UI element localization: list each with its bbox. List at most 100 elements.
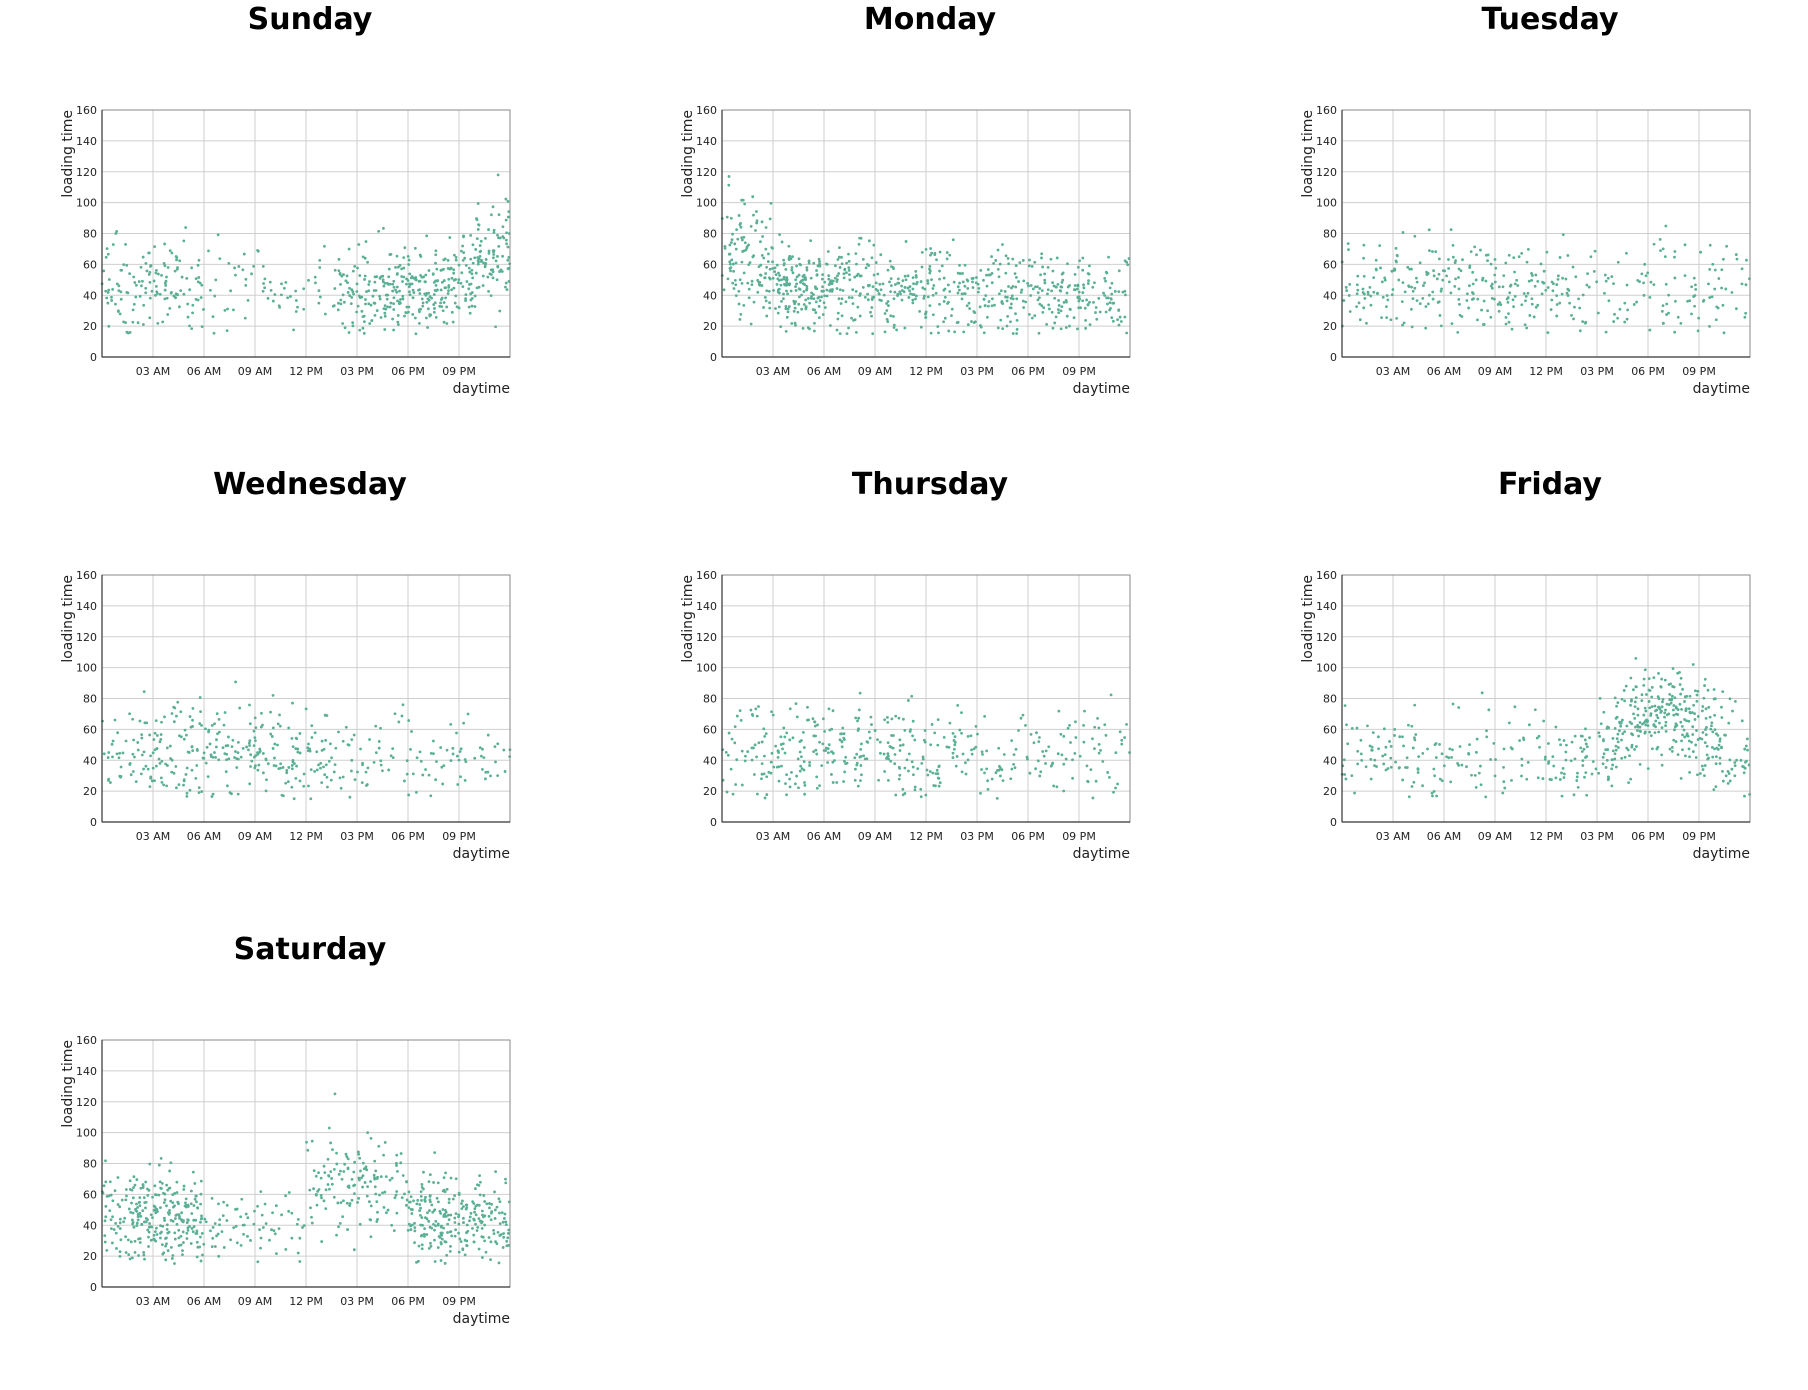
scatter-point: [883, 312, 887, 315]
scatter-point: [136, 1215, 140, 1219]
scatter-point: [378, 1193, 381, 1197]
scatter-point: [182, 1219, 185, 1222]
scatter-point: [159, 733, 163, 736]
scatter-point: [180, 275, 184, 279]
scatter-point: [802, 760, 806, 764]
scatter-point: [870, 298, 874, 301]
scatter-point: [130, 1256, 134, 1260]
scatter-point: [387, 267, 391, 271]
scatter-point: [933, 251, 937, 255]
scatter-point: [104, 1215, 108, 1219]
scatter-point: [276, 722, 280, 726]
scatter-point: [945, 257, 949, 261]
y-tick-label: 0: [1330, 816, 1337, 829]
scatter-point: [154, 293, 157, 297]
scatter-point: [117, 284, 121, 288]
scatter-point: [152, 279, 156, 283]
scatter-point: [413, 1229, 417, 1233]
scatter-point: [402, 256, 406, 259]
scatter-point: [896, 277, 900, 281]
scatter-point: [826, 250, 830, 253]
y-tick-label: 60: [1323, 723, 1337, 736]
scatter-point: [1664, 224, 1668, 228]
scatter-point: [1459, 269, 1463, 273]
scatter-point: [1671, 708, 1675, 712]
scatter-point: [1551, 755, 1555, 759]
scatter-point: [477, 1203, 481, 1207]
scatter-point: [236, 751, 240, 755]
scatter-point: [919, 787, 923, 791]
scatter-point: [757, 265, 761, 269]
scatter-point: [183, 728, 187, 732]
scatter-point: [135, 1221, 139, 1225]
x-tick-label: 06 PM: [391, 830, 425, 843]
y-tick-label: 140: [76, 135, 97, 148]
scatter-point: [408, 1200, 412, 1204]
scatter-point: [1411, 297, 1415, 301]
scatter-point: [1745, 759, 1748, 763]
x-tick-label: 06 PM: [1011, 830, 1045, 843]
scatter-point: [478, 250, 482, 254]
scatter-point: [491, 276, 495, 280]
scatter-point: [1670, 745, 1674, 749]
scatter-point: [778, 274, 782, 277]
scatter-point: [436, 1223, 440, 1227]
scatter-point: [1714, 762, 1718, 766]
scatter-point: [1572, 317, 1575, 321]
scatter-point: [147, 251, 151, 255]
scatter-point: [396, 272, 399, 275]
scatter-point: [1510, 747, 1514, 751]
scatter-point: [249, 765, 252, 768]
scatter-point: [1730, 291, 1734, 294]
scatter-point: [1494, 266, 1498, 270]
scatter-point: [1098, 310, 1102, 314]
scatter-point: [502, 1232, 505, 1235]
scatter-point: [1642, 677, 1646, 681]
scatter-point: [117, 309, 120, 313]
scatter-point: [1380, 280, 1384, 284]
scatter-point: [968, 307, 972, 310]
scatter-point: [755, 714, 759, 718]
scatter-point: [1578, 306, 1582, 310]
scatter-point: [113, 718, 117, 722]
scatter-point: [1592, 269, 1596, 273]
scatter-point: [966, 734, 970, 738]
scatter-point: [808, 327, 811, 331]
scatter-point: [796, 757, 800, 761]
scatter-point: [407, 305, 411, 309]
scatter-point: [753, 743, 757, 747]
scatter-point: [847, 326, 850, 330]
scatter-point: [475, 1229, 479, 1232]
scatter-point: [345, 1201, 349, 1205]
scatter-point: [445, 322, 449, 325]
scatter-point: [782, 258, 786, 262]
scatter-point: [1092, 301, 1095, 304]
scatter-point: [1679, 720, 1683, 724]
scatter-point: [924, 310, 928, 314]
scatter-point: [322, 747, 326, 751]
scatter-point: [159, 738, 163, 741]
scatter-point: [1370, 748, 1374, 752]
scatter-point: [141, 323, 145, 326]
scatter-point: [1040, 256, 1043, 260]
scatter-point: [985, 315, 989, 319]
x-tick-label: 09 AM: [238, 365, 273, 378]
scatter-point: [142, 1196, 146, 1199]
scatter-point: [253, 1209, 256, 1213]
scatter-point: [736, 237, 740, 241]
scatter-point: [449, 759, 453, 762]
scatter-point: [1625, 746, 1629, 750]
scatter-point: [1556, 277, 1560, 281]
scatter-point: [1101, 760, 1105, 763]
scatter-point: [762, 256, 766, 260]
scatter-point: [812, 261, 816, 265]
scatter-point: [378, 297, 382, 301]
scatter-point: [777, 779, 781, 783]
scatter-point: [144, 1206, 147, 1210]
scatter-point: [290, 737, 294, 740]
scatter-point: [1720, 716, 1724, 719]
scatter-point: [473, 294, 477, 298]
scatter-point: [827, 283, 831, 287]
scatter-point: [1017, 280, 1020, 283]
x-tick-label: 09 PM: [1682, 365, 1716, 378]
